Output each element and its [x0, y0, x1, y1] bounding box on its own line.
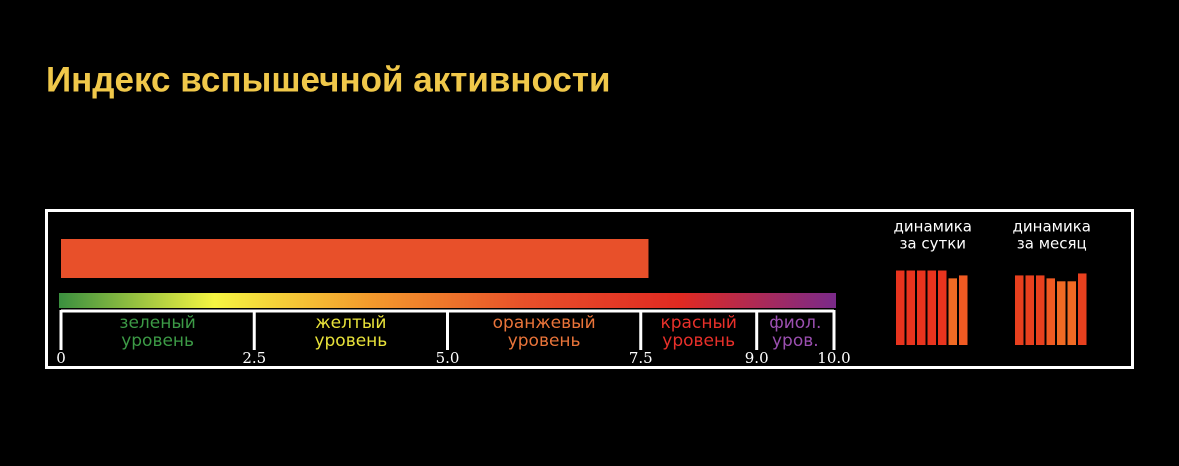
zone-label: красный — [661, 313, 737, 333]
mini-bar — [948, 278, 957, 345]
tick-label: 9.0 — [745, 349, 769, 367]
mini-bar — [938, 270, 947, 345]
tick-label: 2.5 — [242, 349, 266, 367]
scale-gradient — [59, 293, 836, 308]
mini-bar — [959, 275, 968, 345]
tick-label: 0 — [56, 349, 66, 367]
zone-label: желтый — [315, 313, 386, 333]
zone-label: уровень — [121, 331, 194, 351]
tick-label: 7.5 — [629, 349, 653, 367]
mini-bar — [1015, 275, 1024, 345]
mini-bar — [927, 270, 936, 345]
mini-chart-title: динамика — [894, 218, 972, 236]
zone-label: уровень — [314, 331, 387, 351]
mini-bar — [1025, 275, 1034, 345]
mini-bar — [1078, 273, 1087, 345]
mini-bar — [1067, 281, 1076, 345]
mini-chart-title: динамика — [1013, 218, 1091, 236]
mini-bar — [917, 270, 926, 345]
zone-label: уровень — [508, 331, 581, 351]
title: Индекс вспышечной активности — [46, 60, 611, 99]
index-bar — [61, 239, 649, 278]
zone-label: уров. — [772, 331, 819, 351]
tick-label: 10.0 — [817, 349, 850, 367]
mini-chart-title: за месяц — [1017, 235, 1087, 253]
zone-label: фиол. — [769, 313, 821, 333]
mini-bar — [896, 270, 905, 345]
mini-bar — [1036, 275, 1045, 345]
panel — [45, 209, 1134, 369]
zone-label: оранжевый — [493, 313, 596, 333]
zone-label: уровень — [662, 331, 735, 351]
zone-label: зеленый — [119, 313, 195, 333]
mini-bar — [1057, 281, 1066, 345]
tick-label: 5.0 — [436, 349, 460, 367]
mini-bar — [906, 270, 915, 345]
mini-chart-title: за сутки — [899, 235, 966, 253]
mini-bar — [1046, 278, 1055, 345]
